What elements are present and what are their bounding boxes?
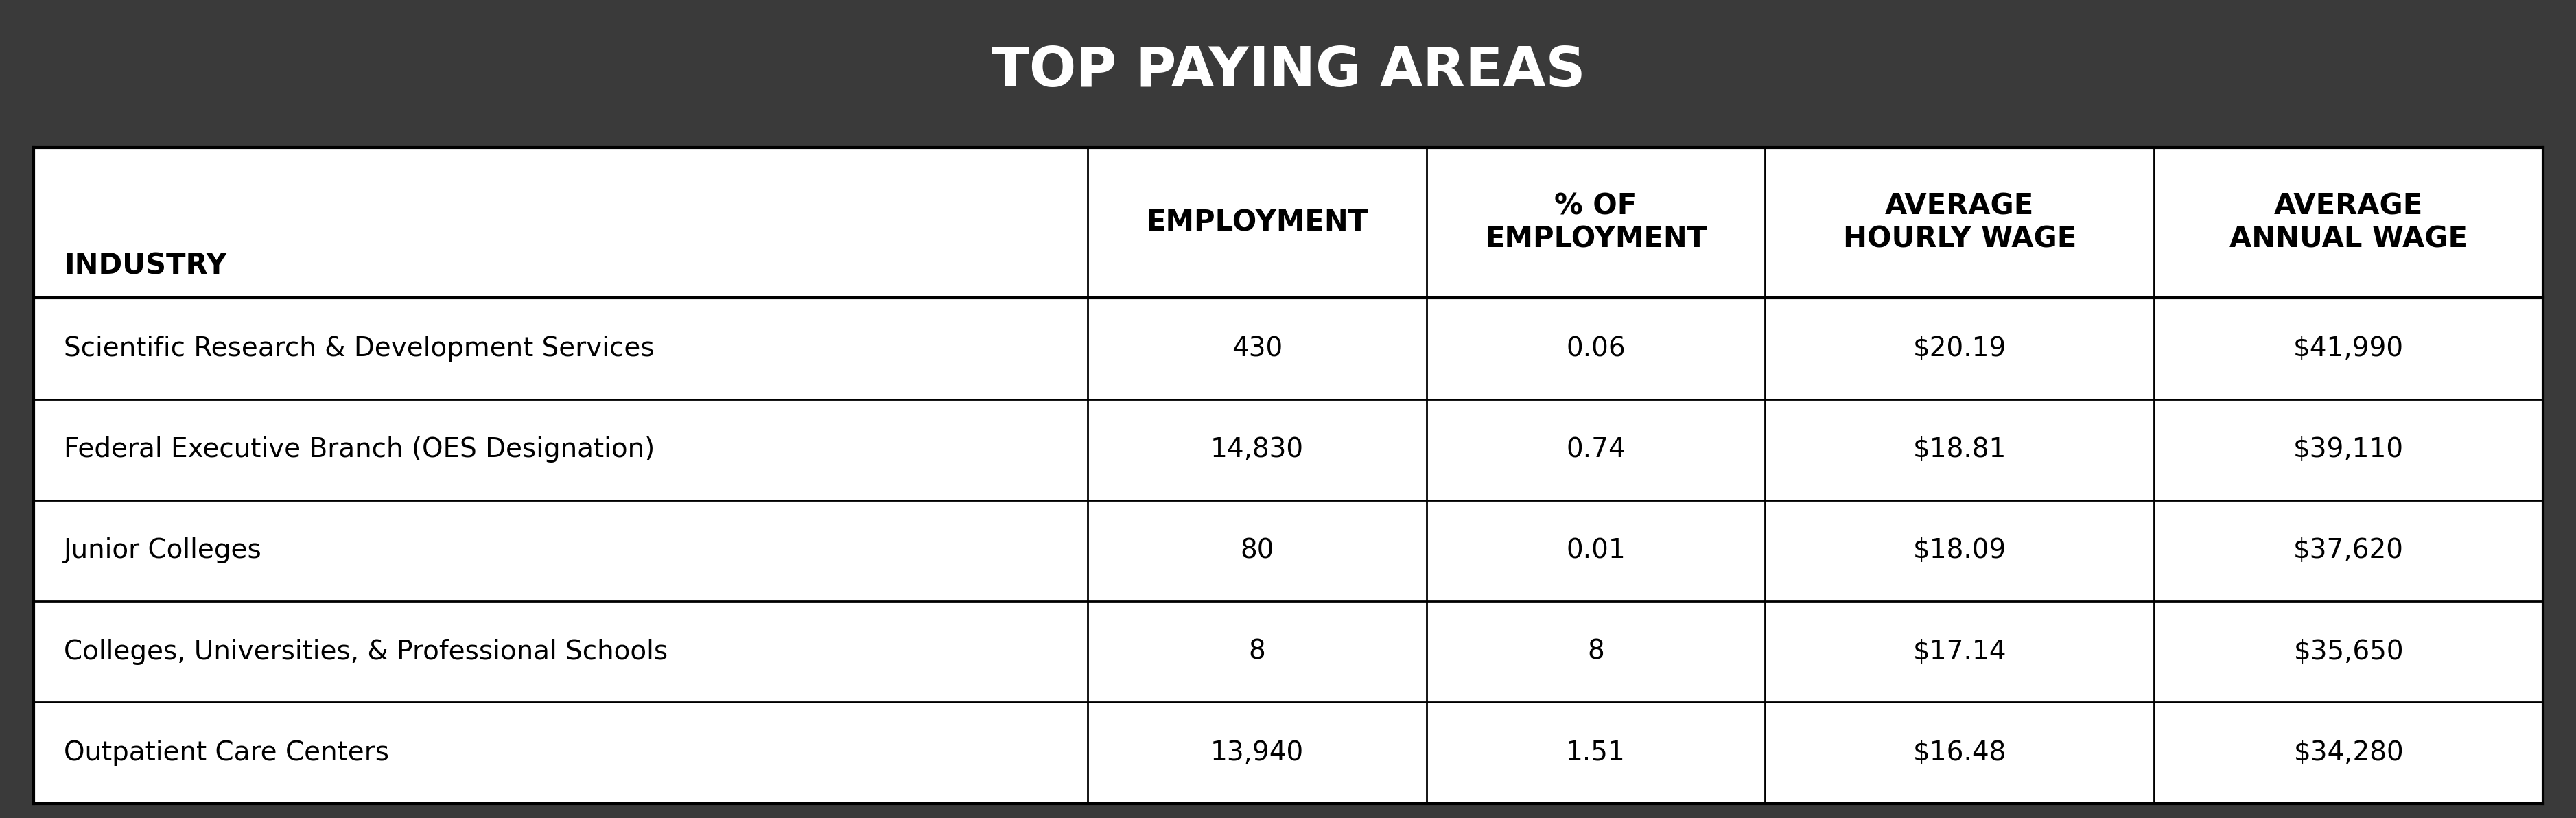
Text: % OF
EMPLOYMENT: % OF EMPLOYMENT <box>1484 191 1705 254</box>
Text: $20.19: $20.19 <box>1911 335 2007 362</box>
Text: $18.09: $18.09 <box>1911 537 2007 564</box>
Text: 0.01: 0.01 <box>1566 537 1625 564</box>
Text: Federal Executive Branch (OES Designation): Federal Executive Branch (OES Designatio… <box>64 437 654 463</box>
Text: $35,650: $35,650 <box>2293 639 2403 665</box>
Text: 14,830: 14,830 <box>1211 437 1303 463</box>
Text: $16.48: $16.48 <box>1911 739 2007 766</box>
Text: $37,620: $37,620 <box>2293 537 2403 564</box>
Text: $18.81: $18.81 <box>1911 437 2007 463</box>
Text: Colleges, Universities, & Professional Schools: Colleges, Universities, & Professional S… <box>64 639 667 665</box>
Text: $34,280: $34,280 <box>2293 739 2403 766</box>
Bar <box>33 147 2543 803</box>
Text: TOP PAYING AREAS: TOP PAYING AREAS <box>992 45 1584 98</box>
Text: $17.14: $17.14 <box>1911 639 2007 665</box>
Text: 8: 8 <box>1587 639 1605 665</box>
Text: AVERAGE
ANNUAL WAGE: AVERAGE ANNUAL WAGE <box>2228 191 2468 254</box>
Text: $41,990: $41,990 <box>2293 335 2403 362</box>
Text: AVERAGE
HOURLY WAGE: AVERAGE HOURLY WAGE <box>1842 191 2076 254</box>
Text: 1.51: 1.51 <box>1566 739 1625 766</box>
Text: 0.06: 0.06 <box>1566 335 1625 362</box>
Text: INDUSTRY: INDUSTRY <box>64 251 227 280</box>
Text: $39,110: $39,110 <box>2293 437 2403 463</box>
Text: 430: 430 <box>1231 335 1283 362</box>
Text: EMPLOYMENT: EMPLOYMENT <box>1146 209 1368 237</box>
Text: 13,940: 13,940 <box>1211 739 1303 766</box>
Text: Scientific Research & Development Services: Scientific Research & Development Servic… <box>64 335 654 362</box>
Text: 0.74: 0.74 <box>1566 437 1625 463</box>
Text: Outpatient Care Centers: Outpatient Care Centers <box>64 739 389 766</box>
Text: 80: 80 <box>1239 537 1273 564</box>
Text: 8: 8 <box>1249 639 1265 665</box>
Text: Junior Colleges: Junior Colleges <box>64 537 263 564</box>
